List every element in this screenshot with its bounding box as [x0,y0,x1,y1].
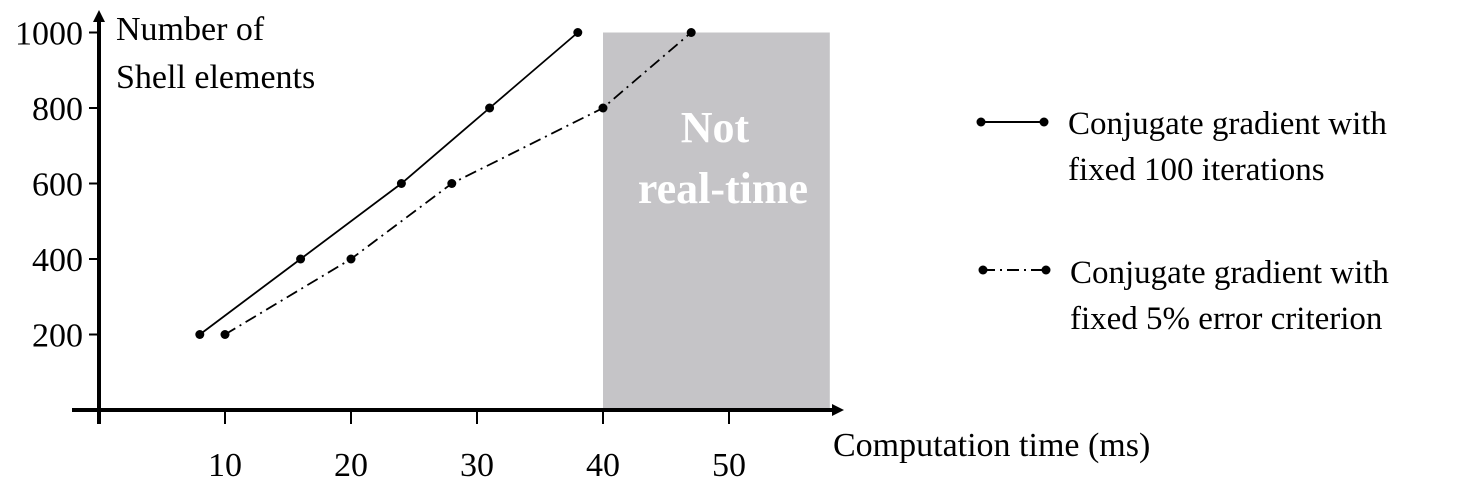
series-1-point [195,330,205,339]
series-1-point [396,179,406,188]
series-2-point [598,103,608,113]
legend-marker-series-2-start [978,265,988,275]
y-tick-label: 200 [32,318,83,355]
x-tick-label: 50 [712,447,746,484]
y-tick-label: 400 [32,242,83,279]
x-ticks: 10 20 30 40 50 [208,410,746,484]
legend-label-series-1-line2: fixed 100 iterations [1068,152,1325,188]
x-tick-label: 10 [208,447,242,484]
legend-marker-series-1-start [976,117,986,127]
shaded-region [603,32,830,410]
series-1-point [296,254,306,264]
y-ticks: 200 400 600 800 1000 [15,16,99,355]
series-2-point [220,330,230,339]
y-tick-label: 1000 [15,16,83,53]
x-tick-label: 20 [334,447,368,484]
legend: Conjugate gradient with fixed 100 iterat… [976,106,1389,337]
x-tick-label: 40 [586,447,620,484]
y-axis-label-line1: Number of [116,11,265,48]
series [195,28,696,339]
series-2-point [346,254,356,264]
x-axis-label: Computation time (ms) [833,427,1150,464]
series-2-point [686,28,696,37]
legend-label-series-2-line1: Conjugate gradient with [1070,255,1389,291]
x-tick-label: 30 [460,447,494,484]
y-tick-label: 800 [32,91,83,128]
legend-marker-series-1-end [1039,117,1049,127]
series-1-point [485,103,495,113]
legend-label-series-1-line1: Conjugate gradient with [1068,106,1387,142]
not-real-time-region [603,32,830,410]
y-tick-label: 600 [32,167,83,204]
series-1-point [573,28,583,37]
legend-marker-series-2-end [1041,265,1051,275]
series-2-point [447,179,457,188]
y-axis-label-line2: Shell elements [116,59,315,96]
legend-label-series-2-line2: fixed 5% error criterion [1070,301,1382,337]
region-label-line1: Not [681,103,750,152]
region-label-line2: real-time [638,164,808,213]
